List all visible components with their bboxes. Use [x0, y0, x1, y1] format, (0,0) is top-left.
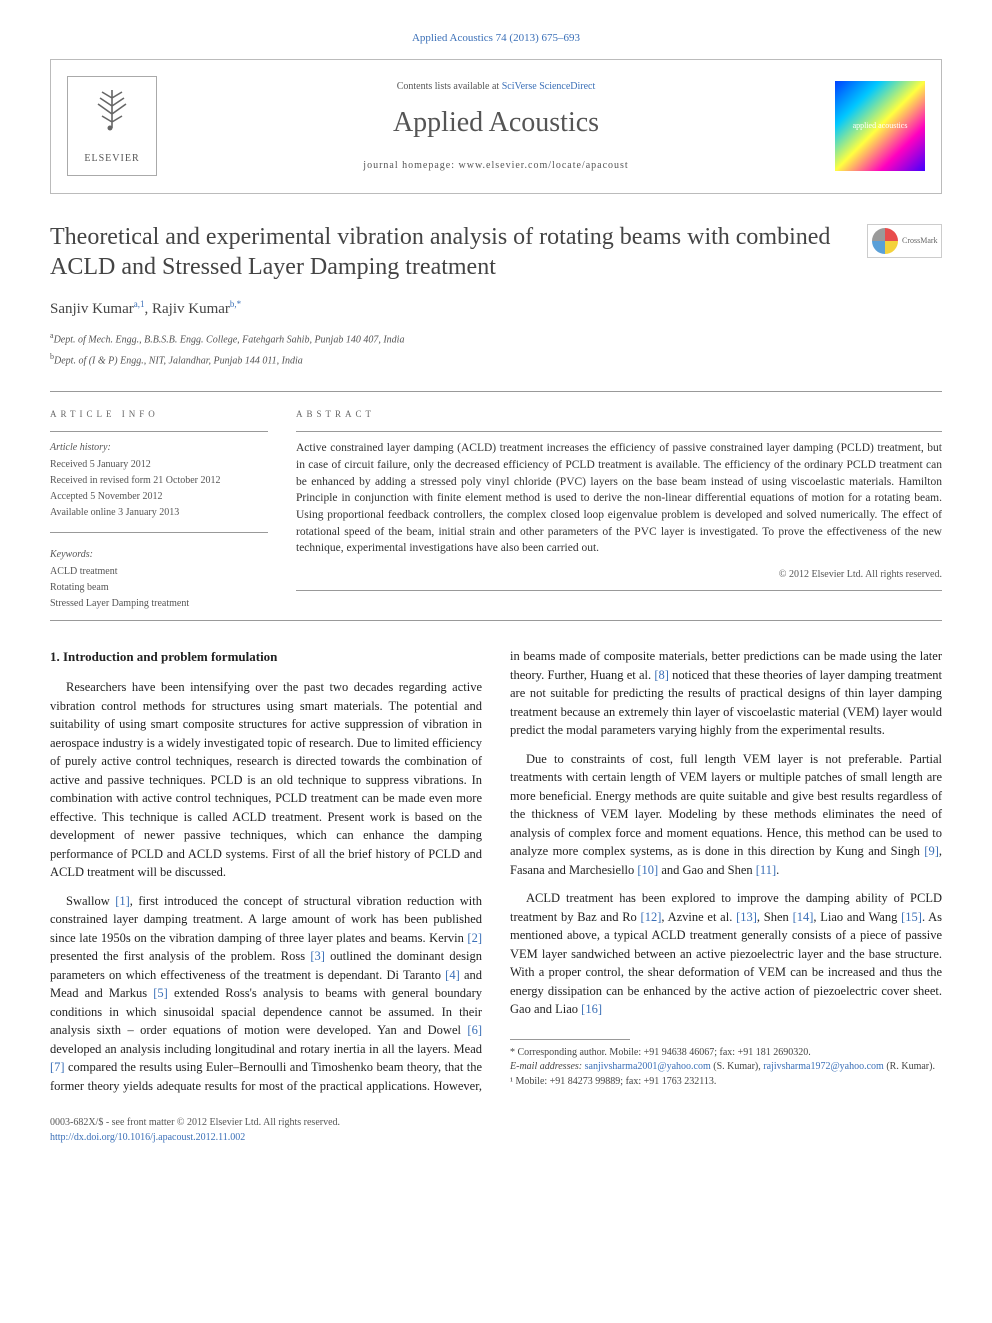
body-paragraph: Due to constraints of cost, full length …	[510, 750, 942, 880]
journal-name: Applied Acoustics	[177, 102, 815, 144]
footnote-rule	[510, 1039, 630, 1040]
history-line: Received in revised form 21 October 2012	[50, 473, 268, 488]
history-line: Received 5 January 2012	[50, 457, 268, 472]
footer-left: 0003-682X/$ - see front matter © 2012 El…	[50, 1115, 340, 1145]
divider-rule	[50, 391, 942, 392]
history-label: Article history:	[50, 440, 268, 455]
elsevier-tree-icon	[92, 86, 132, 145]
page-footer: 0003-682X/$ - see front matter © 2012 El…	[50, 1115, 942, 1145]
affiliations-block: aDept. of Mech. Engg., B.B.S.B. Engg. Co…	[50, 330, 942, 369]
body-paragraph: Researchers have been intensifying over …	[50, 678, 482, 882]
article-title: Theoretical and experimental vibration a…	[50, 222, 942, 282]
issn-copyright-line: 0003-682X/$ - see front matter © 2012 El…	[50, 1115, 340, 1130]
abstract-text: Active constrained layer damping (ACLD) …	[296, 440, 942, 557]
abstract-rule	[296, 431, 942, 432]
footnotes-block: * Corresponding author. Mobile: +91 9463…	[510, 1046, 942, 1090]
email-line: E-mail addresses: sanjivsharma2001@yahoo…	[510, 1060, 942, 1075]
doi-link[interactable]: http://dx.doi.org/10.1016/j.apacoust.201…	[50, 1130, 340, 1145]
header-center: Contents lists available at SciVerse Sci…	[177, 79, 815, 173]
body-paragraph: ACLD treatment has been explored to impr…	[510, 889, 942, 1019]
journal-cover-thumbnail: applied acoustics	[835, 81, 925, 171]
info-abstract-row: ARTICLE INFO Article history: Received 5…	[50, 408, 942, 613]
keyword: Rotating beam	[50, 580, 268, 595]
journal-homepage-line: journal homepage: www.elsevier.com/locat…	[177, 158, 815, 173]
homepage-prefix: journal homepage:	[363, 160, 458, 171]
journal-reference: Applied Acoustics 74 (2013) 675–693	[50, 30, 942, 47]
history-line: Available online 3 January 2013	[50, 505, 268, 520]
crossmark-icon	[872, 228, 898, 254]
divider-rule	[50, 620, 942, 621]
info-rule	[50, 532, 268, 533]
affiliation-a: aDept. of Mech. Engg., B.B.S.B. Engg. Co…	[50, 330, 942, 347]
cover-label: applied acoustics	[853, 120, 908, 132]
keyword: Stressed Layer Damping treatment	[50, 596, 268, 611]
contents-available-line: Contents lists available at SciVerse Sci…	[177, 79, 815, 94]
keyword: ACLD treatment	[50, 564, 268, 579]
footnote-1: ¹ Mobile: +91 84273 99889; fax: +91 1763…	[510, 1075, 942, 1090]
affiliation-b: bDept. of (I & P) Engg., NIT, Jalandhar,…	[50, 351, 942, 368]
abstract-column: ABSTRACT Active constrained layer dampin…	[296, 408, 942, 613]
body-two-columns: 1. Introduction and problem formulation …	[50, 647, 942, 1095]
authors-line: Sanjiv Kumara,1, Rajiv Kumarb,*	[50, 298, 942, 321]
email-label: E-mail addresses:	[510, 1061, 585, 1072]
corresponding-author-note: * Corresponding author. Mobile: +91 9463…	[510, 1046, 942, 1061]
info-rule	[50, 431, 268, 432]
article-info-head: ARTICLE INFO	[50, 408, 268, 422]
article-info-column: ARTICLE INFO Article history: Received 5…	[50, 408, 268, 613]
affiliation-text: Dept. of Mech. Engg., B.B.S.B. Engg. Col…	[54, 334, 405, 345]
email-addresses[interactable]: sanjivsharma2001@yahoo.com (S. Kumar), r…	[585, 1061, 935, 1072]
journal-header-box: ELSEVIER Contents lists available at Sci…	[50, 59, 942, 194]
sciencedirect-link[interactable]: SciVerse ScienceDirect	[502, 81, 596, 92]
elsevier-logo: ELSEVIER	[67, 76, 157, 176]
crossmark-label: CrossMark	[902, 235, 938, 247]
history-line: Accepted 5 November 2012	[50, 489, 268, 504]
abstract-rule-bottom	[296, 590, 942, 591]
abstract-head: ABSTRACT	[296, 408, 942, 422]
title-area: Theoretical and experimental vibration a…	[50, 222, 942, 282]
section-heading: 1. Introduction and problem formulation	[50, 647, 482, 666]
contents-prefix: Contents lists available at	[397, 81, 502, 92]
abstract-copyright: © 2012 Elsevier Ltd. All rights reserved…	[296, 567, 942, 582]
keywords-label: Keywords:	[50, 547, 268, 562]
homepage-url[interactable]: www.elsevier.com/locate/apacoust	[459, 160, 629, 171]
elsevier-brand-text: ELSEVIER	[84, 151, 139, 166]
crossmark-badge[interactable]: CrossMark	[867, 224, 942, 258]
affiliation-text: Dept. of (I & P) Engg., NIT, Jalandhar, …	[54, 356, 303, 367]
